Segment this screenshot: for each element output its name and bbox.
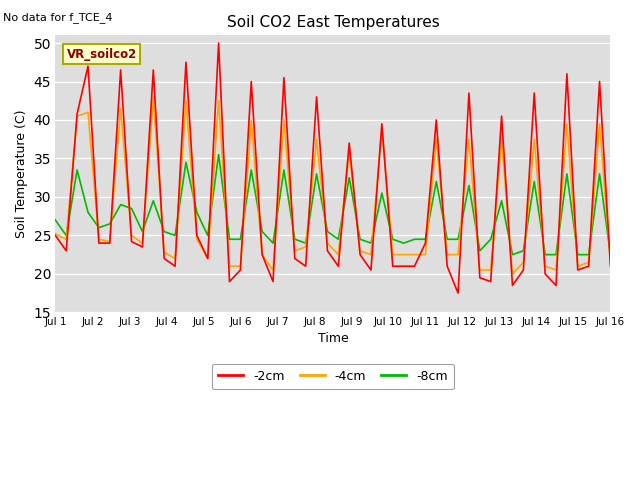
Text: No data for f_TCE_4: No data for f_TCE_4 [3, 12, 113, 23]
Text: VR_soilco2: VR_soilco2 [67, 48, 137, 61]
Legend: -2cm, -4cm, -8cm: -2cm, -4cm, -8cm [212, 364, 454, 389]
X-axis label: Time: Time [317, 332, 348, 345]
Title: Soil CO2 East Temperatures: Soil CO2 East Temperatures [227, 15, 439, 30]
Y-axis label: Soil Temperature (C): Soil Temperature (C) [15, 109, 28, 238]
